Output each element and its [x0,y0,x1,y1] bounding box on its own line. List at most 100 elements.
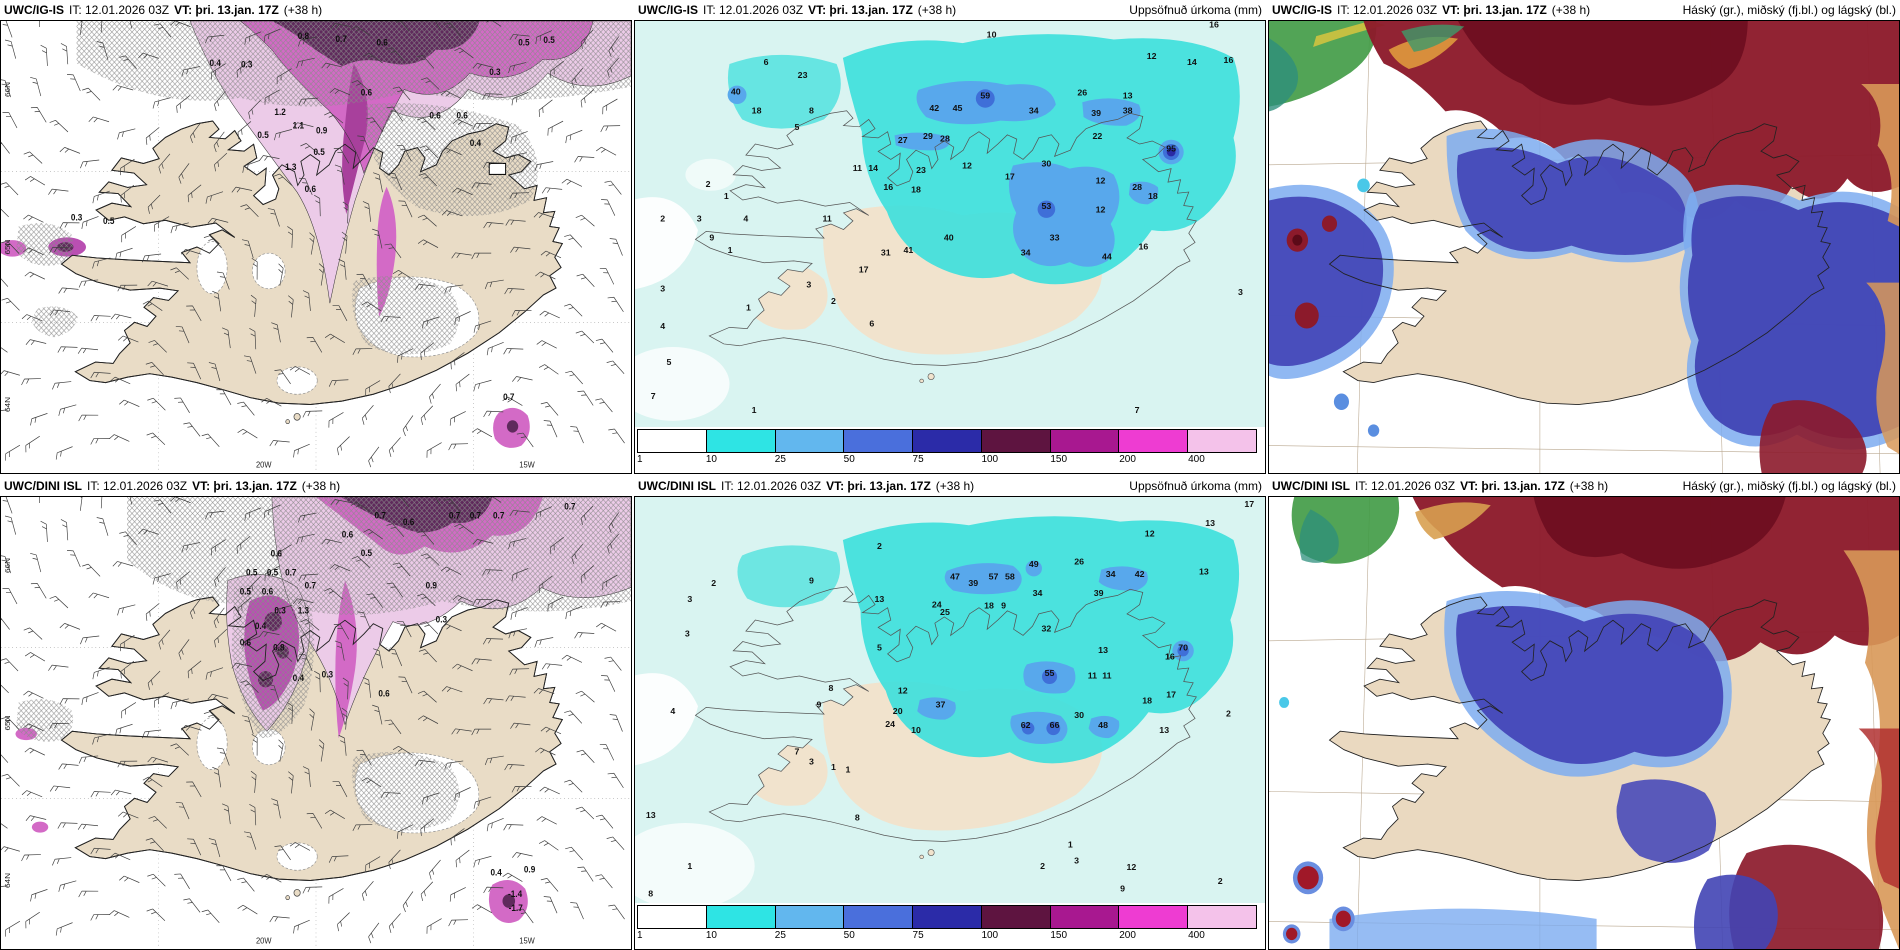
svg-text:3: 3 [685,629,690,639]
svg-text:1: 1 [831,762,836,772]
svg-text:1: 1 [752,405,757,415]
svg-text:1: 1 [746,303,751,313]
colorbar-cells [637,429,1257,453]
svg-text:13: 13 [1159,725,1169,735]
colorbar-tick: 200 [1119,454,1136,465]
svg-text:0.3: 0.3 [436,614,448,624]
colorbar-cell [844,906,914,928]
svg-text:24: 24 [885,719,895,729]
svg-text:0.6: 0.6 [456,110,468,120]
hatch-overlay [16,21,631,355]
svg-text:0.7: 0.7 [493,510,505,520]
lat-label: 66N [3,558,12,573]
valid-time: VT: þri. 13.jan. 17Z [826,479,931,493]
map-frame[interactable] [1268,20,1900,474]
cloud-shading [1269,21,1899,473]
colorbar-cell [1188,430,1257,452]
svg-text:0.6: 0.6 [262,586,274,596]
svg-text:0.3: 0.3 [274,605,286,615]
svg-text:5: 5 [667,357,672,367]
svg-text:0.4: 0.4 [255,621,267,631]
svg-text:0.4: 0.4 [293,673,305,683]
cloud-cover-map-igis[interactable] [1269,21,1899,473]
svg-text:39: 39 [968,578,978,588]
axis-labels: 66N 65N 64N 20W 15W [3,82,535,470]
svg-text:45: 45 [953,103,963,113]
svg-text:13: 13 [1199,567,1209,577]
svg-text:70: 70 [1178,643,1188,653]
svg-text:14: 14 [868,163,878,173]
wind-freezing-map-dini[interactable]: 0.70.60.7 0.7 0.70.70.60.50.60.5 0.5 0.70.90… [1,497,631,949]
colorbar-tick: 50 [843,930,855,941]
svg-text:0.9: 0.9 [426,580,438,590]
valid-time: VT: þri. 13.jan. 17Z [1442,3,1547,17]
svg-text:0.7: 0.7 [336,33,348,43]
svg-text:11: 11 [1102,671,1111,681]
svg-text:12: 12 [1145,528,1155,538]
svg-text:38: 38 [1123,106,1133,116]
svg-text:0.7: 0.7 [305,580,317,590]
svg-text:3: 3 [1074,856,1079,866]
svg-text:4: 4 [660,321,665,331]
lon-label: 20W [256,460,272,469]
model-name: UWC/IG-IS [638,3,698,17]
cloud-cover-map-dini[interactable] [1269,497,1899,949]
init-time: IT: 12.01.2026 03Z [69,3,170,17]
wind-barbs [1,497,625,944]
svg-text:2: 2 [877,541,882,551]
colorbar-cell [775,906,845,928]
dry-sea-patch [635,347,730,421]
svg-text:24: 24 [932,600,942,610]
valid-time: VT: þri. 13.jan. 17Z [192,479,297,493]
svg-text:27: 27 [898,135,908,145]
lon-label: 15W [519,936,535,945]
lat-label: 65N [3,239,12,254]
colorbar-tick: 200 [1119,930,1136,941]
svg-text:13: 13 [646,810,656,820]
svg-text:0.7: 0.7 [503,391,515,401]
colorbar-ticks: 1 10 25 50 75 100 150 200 400 [637,929,1257,945]
svg-text:17: 17 [1166,690,1176,700]
colorbar-tick: 100 [981,930,999,941]
svg-text:7: 7 [1135,405,1140,415]
svg-text:32: 32 [1041,623,1051,633]
svg-text:13: 13 [1123,91,1133,101]
map-frame[interactable]: 0.7 0.6 0.7 0.7 0.7 0.7 0.6 0.5 0.6 0.5 0.5 0.7 0.9 0… [0,496,632,950]
svg-text:18: 18 [1142,696,1152,706]
svg-text:3: 3 [660,283,665,293]
svg-text:0.5: 0.5 [518,37,530,47]
map-frame[interactable]: 0.8 0.7 0.6 0.5 0.5 0.4 0.3 0.3 0.6 1.2 0.6 0.6 1.1 0… [0,20,632,474]
precip-colorbar: 1 10 25 50 75 100 150 200 400 [635,427,1265,473]
svg-text:18: 18 [1148,191,1158,201]
svg-text:0.7: 0.7 [470,510,482,520]
svg-text:3: 3 [687,594,692,604]
svg-text:6: 6 [764,57,769,67]
lead-time: (+38 h) [917,3,957,17]
lead-time: (+38 h) [301,479,341,493]
map-frame[interactable]: 16 10 12 14 16 6 23 40 18 59 42 45 34 26 13 39 38 8 5 22 27 2… [634,20,1266,474]
svg-text:4: 4 [743,214,748,224]
map-frame[interactable]: 17 13 12 2 13 26 49 34 42 9 47 39 57 58 34 39 13 24 25 18 9 3… [634,496,1266,950]
svg-text:9: 9 [709,233,714,243]
map-frame[interactable] [1268,496,1900,950]
cloud-shading [1279,497,1899,949]
svg-text:0.5: 0.5 [361,547,373,557]
svg-text:26: 26 [1077,88,1087,98]
svg-text:0.4: 0.4 [490,867,502,877]
svg-text:30: 30 [1041,159,1051,169]
svg-text:9: 9 [817,700,822,710]
model-name: UWC/IG-IS [1272,3,1332,17]
svg-text:59: 59 [980,91,990,101]
svg-text:0.3: 0.3 [71,212,83,222]
svg-text:13: 13 [1098,645,1108,655]
svg-text:2: 2 [831,296,836,306]
field-label: Háský (gr.), miðský (fj.bl.) og lágský (… [1682,3,1896,17]
svg-text:53: 53 [1041,201,1051,211]
wind-freezing-map-igis[interactable]: 0.8 0.7 0.6 0.5 0.5 0.4 0.3 0.3 0.6 1.2 0.6 0.6 1.1 0… [1,21,631,473]
field-label: Uppsöfnuð úrkoma (mm) [1129,479,1262,493]
svg-text:11: 11 [822,214,831,224]
svg-text:34: 34 [1033,588,1043,598]
